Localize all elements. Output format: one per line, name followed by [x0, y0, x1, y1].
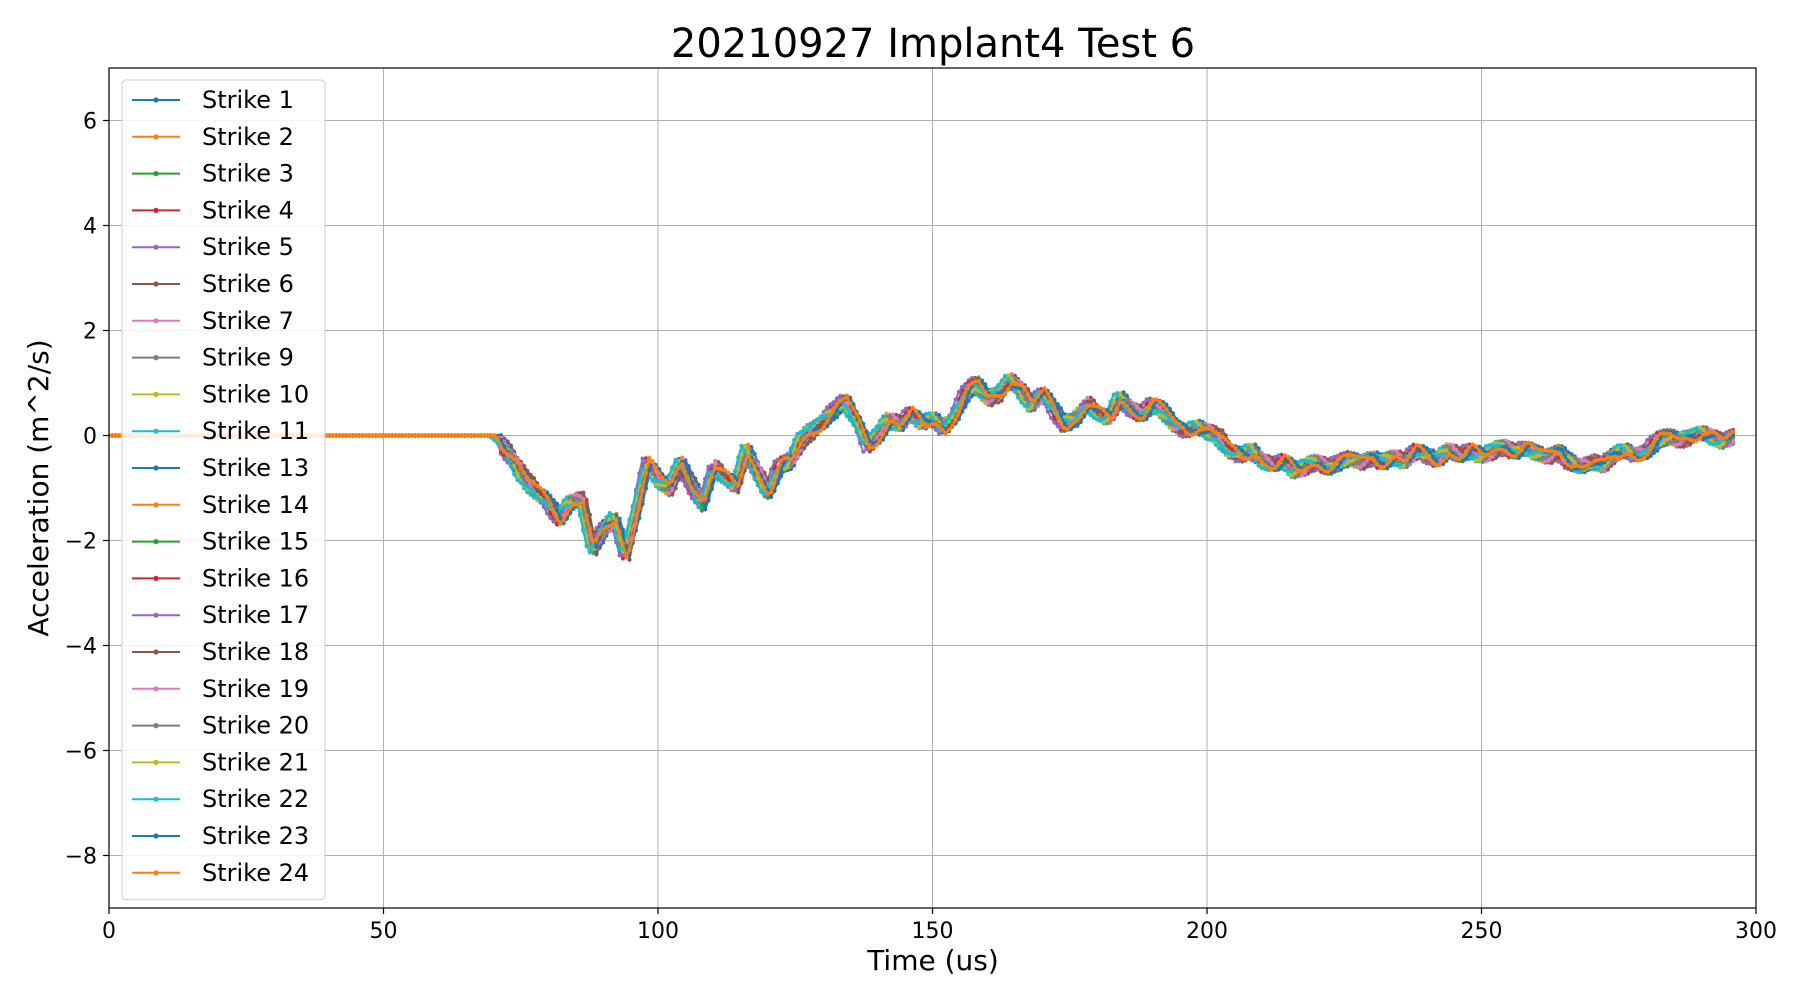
y-tick-label: −8: [65, 845, 97, 870]
legend-entry: Strike 22: [132, 785, 309, 813]
legend-label: Strike 9: [202, 344, 294, 372]
legend-entry: Strike 17: [132, 601, 309, 629]
legend-entry: Strike 4: [132, 196, 294, 224]
legend-label: Strike 1: [202, 86, 294, 114]
legend-entry: Strike 6: [132, 270, 294, 298]
legend-marker: [153, 539, 159, 545]
legend-marker: [153, 612, 159, 618]
legend-label: Strike 6: [202, 270, 294, 298]
y-tick-label: 6: [83, 110, 97, 135]
legend-entry: Strike 3: [132, 160, 294, 188]
legend-entry: Strike 1: [132, 86, 294, 114]
legend-entry: Strike 18: [132, 638, 309, 666]
legend-marker: [153, 318, 159, 324]
legend-marker: [153, 870, 159, 876]
legend-label: Strike 5: [202, 233, 294, 261]
legend: Strike 1 Strike 2 Strike 3 Strike 4 Strike 5…: [121, 79, 326, 901]
legend-marker: [153, 171, 159, 177]
legend-label: Strike 23: [202, 822, 309, 850]
legend-marker: [153, 502, 159, 508]
x-tick-label: 200: [1186, 919, 1228, 944]
legend-marker: [153, 686, 159, 692]
x-axis-ticks: 0 50 100 150 200 250 300: [102, 908, 1777, 944]
y-tick-label: 2: [83, 320, 97, 345]
legend-entry: Strike 14: [132, 491, 309, 519]
y-tick-label: −4: [65, 635, 97, 660]
chart-title: 20210927 Implant4 Test 6: [671, 21, 1195, 67]
y-axis-ticks: 6 4 2 0 −2 −4 −6 −8: [65, 110, 109, 870]
legend-marker: [153, 244, 159, 250]
x-axis-label: Time (us): [866, 944, 999, 977]
x-tick-label: 300: [1735, 919, 1777, 944]
legend-entry: Strike 5: [132, 233, 294, 261]
y-tick-label: 0: [83, 425, 97, 450]
legend-label: Strike 11: [202, 417, 309, 445]
legend-entry: Strike 16: [132, 564, 309, 592]
legend-marker: [153, 796, 159, 802]
legend-marker: [153, 355, 159, 361]
y-tick-label: −6: [65, 740, 97, 765]
y-tick-label: 4: [83, 215, 97, 240]
x-tick-label: 0: [102, 919, 116, 944]
legend-marker: [153, 759, 159, 766]
legend-label: Strike 2: [202, 123, 294, 151]
legend-label: Strike 17: [202, 601, 309, 629]
legend-entry: Strike 13: [132, 454, 309, 482]
legend-label: Strike 16: [202, 564, 309, 592]
legend-entry: Strike 21: [132, 748, 309, 776]
legend-label: Strike 13: [202, 454, 309, 482]
legend-label: Strike 10: [202, 380, 309, 408]
legend-marker: [153, 207, 159, 213]
legend-label: Strike 21: [202, 748, 309, 776]
legend-marker: [153, 649, 159, 655]
legend-label: Strike 22: [202, 785, 309, 813]
legend-label: Strike 18: [202, 638, 309, 666]
legend-marker: [153, 134, 159, 140]
legend-label: Strike 24: [202, 859, 309, 887]
legend-marker: [153, 833, 159, 839]
legend-marker: [153, 97, 159, 103]
legend-label: Strike 19: [202, 675, 309, 703]
legend-entry: Strike 24: [132, 859, 309, 887]
legend-marker: [153, 391, 159, 397]
legend-marker: [153, 281, 159, 287]
x-tick-label: 100: [637, 919, 679, 944]
legend-entry: Strike 9: [132, 344, 294, 372]
legend-entry: Strike 15: [132, 528, 309, 556]
legend-marker: [153, 575, 159, 582]
legend-label: Strike 3: [202, 160, 294, 188]
legend-marker: [153, 723, 159, 729]
y-axis-label: Acceleration (m^2/s): [22, 339, 55, 636]
legend-label: Strike 20: [202, 712, 309, 740]
legend-marker: [153, 428, 159, 434]
y-tick-label: −2: [65, 530, 97, 555]
legend-entry: Strike 11: [132, 417, 309, 445]
legend-entry: Strike 2: [132, 123, 294, 151]
plot-frame: [108, 67, 1757, 909]
x-tick-label: 150: [912, 919, 954, 944]
x-tick-label: 50: [370, 919, 398, 944]
x-tick-label: 250: [1461, 919, 1503, 944]
legend-label: Strike 14: [202, 491, 309, 519]
legend-entry: Strike 7: [132, 307, 294, 335]
legend-entry: Strike 10: [132, 380, 309, 408]
legend-entry: Strike 23: [132, 822, 309, 850]
legend-label: Strike 4: [202, 196, 294, 224]
legend-entry: Strike 19: [132, 675, 309, 703]
legend-label: Strike 15: [202, 528, 309, 556]
legend-marker: [153, 465, 159, 471]
legend-label: Strike 7: [202, 307, 294, 335]
legend-entry: Strike 20: [132, 712, 309, 740]
grid-lines: [108, 68, 1757, 908]
